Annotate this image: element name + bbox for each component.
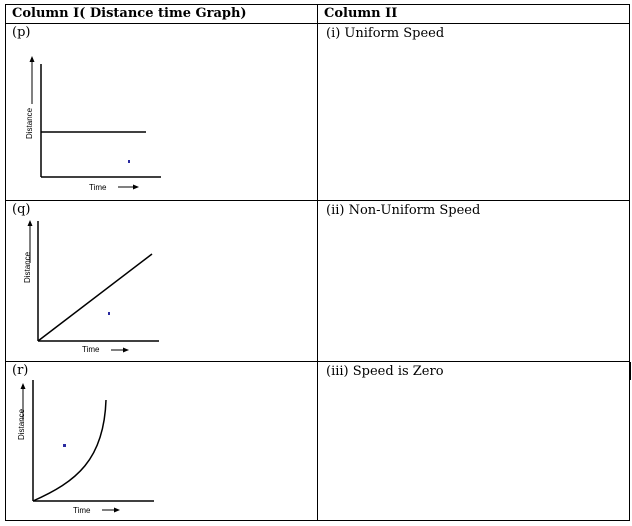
- graph-cell-p: (p) Distance Time: [5, 23, 318, 201]
- graph-cell-r: (r) Distance Time: [5, 361, 318, 521]
- y-axis-label: Distance: [25, 107, 34, 139]
- table-row-q: (q) Distance Time (ii) Non-Uniform Speed: [5, 200, 630, 362]
- distance-line-linear: [37, 253, 153, 342]
- graph-cell-q: (q) Distance Time: [5, 200, 318, 362]
- x-axis-label: Time: [82, 345, 100, 354]
- distance-curve: [32, 399, 107, 502]
- x-arrow-icon: [133, 184, 139, 190]
- match-text-ii: (ii) Non-Uniform Speed: [326, 203, 481, 218]
- stray-mark: [128, 160, 130, 163]
- graph-q: Distance Time: [23, 220, 159, 354]
- match-cell-p: (i) Uniform Speed: [317, 23, 630, 201]
- match-text-i: (i) Uniform Speed: [326, 26, 445, 41]
- y-axis-label: Distance: [17, 408, 26, 440]
- stray-mark: [63, 444, 66, 447]
- y-arrow-icon: [20, 383, 26, 389]
- y-arrow-icon: [29, 56, 35, 62]
- header-row: Column I( Distance time Graph) Column II: [5, 4, 630, 24]
- match-text-iii: (iii) Speed is Zero: [326, 364, 444, 379]
- x-arrow-icon: [123, 347, 129, 353]
- graph-r: Distance Time: [17, 380, 154, 515]
- x-arrow-icon: [114, 507, 120, 513]
- y-arrow-icon: [27, 220, 33, 226]
- table-row-p: (p) Distance Time (i) Uniform Speed: [5, 23, 630, 201]
- column-1-header: Column I( Distance time Graph): [5, 4, 318, 24]
- match-cell-q: (ii) Non-Uniform Speed: [317, 200, 630, 362]
- row-label-r: (r): [12, 363, 29, 378]
- table-row-r: (r) Distance Time (iii) Speed is Zero: [5, 361, 630, 521]
- row-label-q: (q): [12, 202, 31, 217]
- column-2-header: Column II: [317, 4, 630, 24]
- stray-mark: [108, 312, 110, 315]
- graph-p: Distance Time: [25, 56, 161, 192]
- y-axis-label: Distance: [23, 251, 32, 283]
- edge-divider: [630, 362, 631, 380]
- x-axis-label: Time: [73, 506, 91, 515]
- matching-table: Column I( Distance time Graph) Column II…: [5, 4, 630, 521]
- match-cell-r: (iii) Speed is Zero: [317, 361, 630, 521]
- x-axis-label: Time: [89, 183, 107, 192]
- row-label-p: (p): [12, 25, 31, 40]
